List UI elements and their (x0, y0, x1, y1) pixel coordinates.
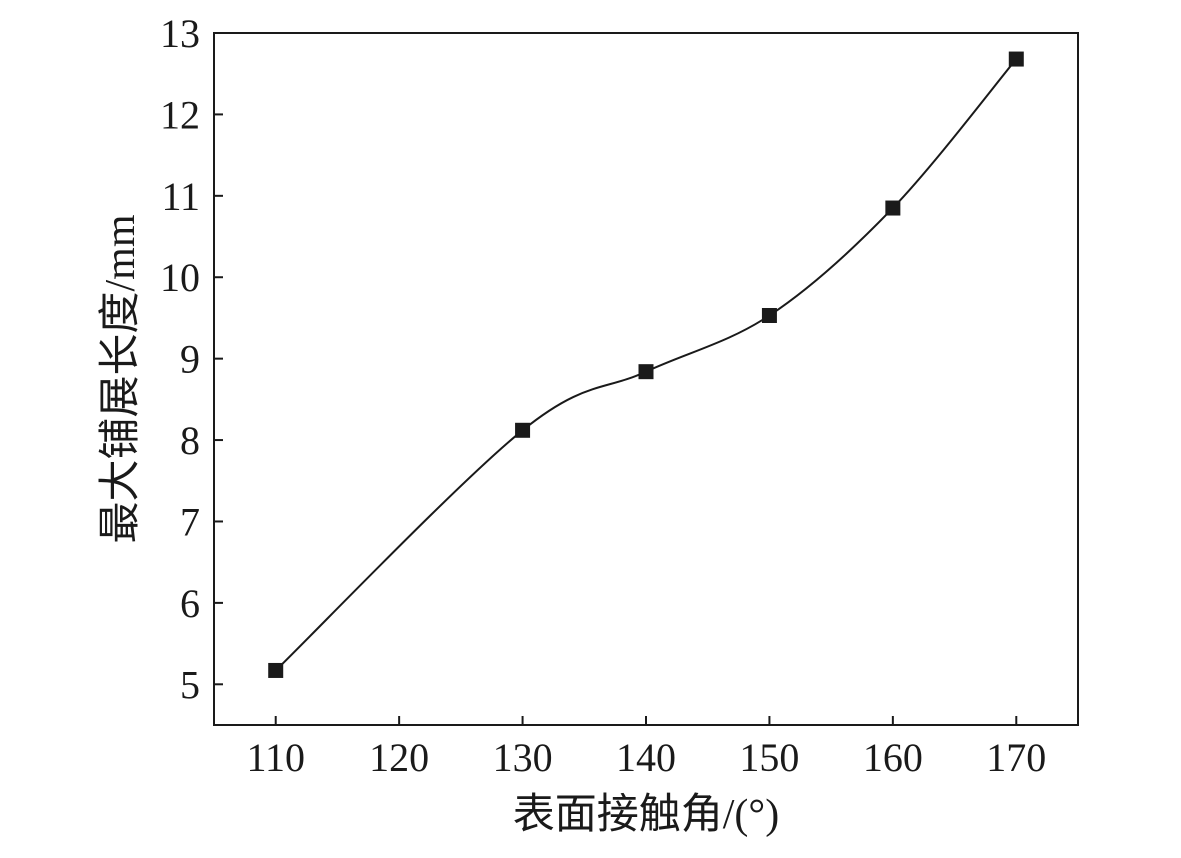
y-axis-title: 最大铺展长度/mm (98, 214, 144, 543)
y-tick-label: 9 (180, 337, 200, 382)
x-tick-label: 160 (863, 735, 923, 780)
y-tick-label: 13 (160, 11, 200, 56)
marker-layer (268, 51, 1024, 678)
x-tick-label: 130 (493, 735, 553, 780)
y-tick-label: 5 (180, 662, 200, 707)
y-tick-label: 10 (160, 255, 200, 300)
x-tick-label: 110 (246, 735, 305, 780)
y-tick-label: 7 (180, 499, 200, 544)
data-point-marker (1008, 51, 1024, 67)
data-point-marker (515, 422, 531, 438)
data-point-marker (268, 662, 284, 678)
x-axis: 110 120 130 140 150 160 170 (246, 716, 1046, 780)
data-point-marker (761, 307, 777, 323)
y-tick-label: 8 (180, 418, 200, 463)
x-tick-label: 120 (369, 735, 429, 780)
x-tick-label: 150 (739, 735, 799, 780)
data-point-marker (885, 200, 901, 216)
series-line (275, 58, 1018, 672)
series-layer (275, 58, 1018, 672)
y-axis: 5 6 7 8 9 10 11 12 13 (160, 11, 223, 707)
x-axis-title: 表面接触角/(°) (513, 792, 779, 838)
x-tick-label: 140 (616, 735, 676, 780)
data-point-marker (638, 364, 654, 380)
x-tick-label: 170 (986, 735, 1046, 780)
y-tick-label: 12 (160, 92, 200, 137)
y-tick-label: 6 (180, 581, 200, 626)
y-tick-label: 11 (161, 174, 200, 219)
